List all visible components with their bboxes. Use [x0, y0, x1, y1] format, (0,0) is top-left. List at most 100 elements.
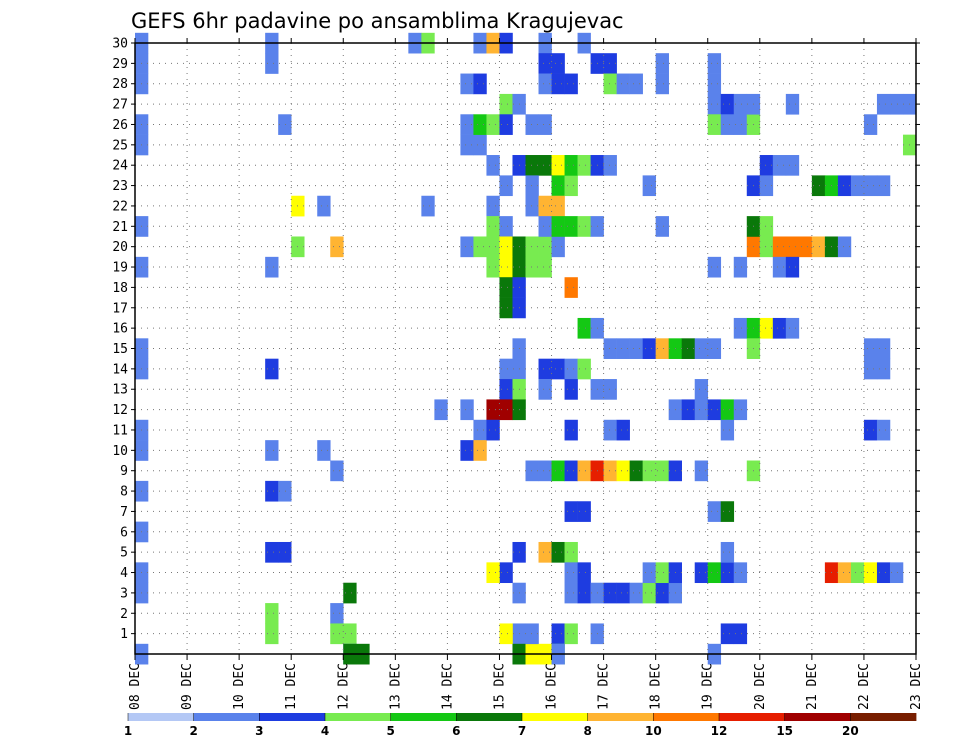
x-tick-label: 08 DEC [128, 663, 143, 710]
heatmap-cell [629, 582, 643, 604]
x-tick-label: 11 DEC [284, 663, 299, 710]
heatmap-cell [265, 480, 279, 502]
x-axis: 08 DEC 09 DEC 10 DEC 11 DEC 12 DEC 13 DEC 14 D… [128, 38, 924, 710]
heatmap-cell [551, 216, 565, 237]
heatmap-cell [707, 256, 722, 278]
x-tick-label: 13 DEC [388, 663, 403, 710]
heatmap-cell [473, 73, 487, 95]
y-tick-label: 20 [112, 240, 128, 255]
heatmap-cell [525, 155, 539, 176]
heatmap-cell [473, 419, 487, 441]
y-tick-label: 6 [120, 525, 128, 540]
heatmap-cell [499, 297, 513, 319]
heatmap-cell [564, 358, 578, 380]
heatmap-cell [564, 155, 578, 176]
heatmap-cell [486, 256, 500, 278]
heatmap-cell [538, 460, 552, 482]
heatmap-cell [421, 195, 435, 217]
colorbar-label: 6 [452, 724, 460, 738]
heatmap-cell [317, 440, 331, 461]
heatmap-cell [538, 358, 552, 380]
y-tick-label: 30 [112, 37, 128, 52]
heatmap-cell [733, 317, 748, 339]
heatmap-cell [681, 399, 696, 421]
heatmap-cell [772, 256, 787, 278]
heatmap-cell [655, 562, 669, 584]
heatmap-cell [863, 114, 878, 135]
heatmap-cell [655, 338, 669, 359]
heatmap-cell [525, 256, 539, 278]
colorbar-label: 7 [518, 724, 526, 738]
heatmap-cell [525, 195, 539, 217]
heatmap-cell [707, 73, 722, 95]
x-tick-label: 21 DEC [805, 663, 820, 710]
x-tick-label: 20 DEC [753, 663, 768, 710]
heatmap-cell [577, 582, 591, 604]
heatmap-cell [564, 541, 578, 563]
y-tick-label: 8 [120, 485, 128, 500]
heatmap-cell [655, 582, 669, 604]
heatmap-cell [733, 562, 748, 584]
y-tick-label: 26 [112, 118, 128, 133]
y-tick-label: 3 [120, 586, 128, 601]
y-tick-label: 1 [120, 627, 128, 642]
colorbar-segment [193, 713, 260, 721]
heatmap-cell [551, 623, 565, 645]
heatmap-cell [499, 277, 513, 298]
heatmap-cell [642, 338, 656, 359]
y-tick-label: 14 [112, 362, 128, 377]
y-tick-label: 9 [120, 464, 128, 479]
heatmap-cell [720, 623, 735, 645]
heatmap-cell [278, 114, 292, 135]
y-tick-label: 17 [112, 301, 128, 316]
colorbar-label: 5 [386, 724, 394, 738]
heatmap-cell [603, 379, 617, 400]
y-tick-label: 10 [112, 444, 128, 459]
heatmap-cell [486, 419, 500, 441]
heatmap-cell [538, 236, 552, 258]
heatmap-cell [538, 114, 552, 135]
y-tick-label: 4 [120, 566, 128, 581]
heatmap-cell [564, 501, 578, 522]
heatmap-cell [759, 236, 774, 258]
heatmap-cell [603, 338, 617, 359]
heatmap-cell [499, 216, 513, 237]
heatmap-cell [642, 582, 656, 604]
heatmap-cell [837, 236, 852, 258]
heatmap-cell [330, 236, 344, 258]
heatmap-cell [720, 114, 735, 135]
heatmap-cell [486, 399, 500, 421]
heatmap-cell [499, 256, 513, 278]
y-axis: 1234567891011121314151617181920212223242… [112, 37, 920, 642]
heatmap-cell [720, 562, 735, 584]
y-tick-label: 28 [112, 77, 128, 92]
heatmap-cell [330, 603, 344, 624]
y-tick-label: 25 [112, 138, 128, 153]
y-tick-label: 27 [112, 98, 128, 113]
heatmap-cell [525, 114, 539, 135]
x-tick-label: 23 DEC [909, 663, 924, 710]
heatmap-cell [499, 358, 513, 380]
heatmap-cell [720, 93, 735, 115]
colorbar-label: 15 [776, 724, 793, 738]
colorbar-label: 10 [645, 724, 662, 738]
heatmap-cell [811, 175, 826, 197]
heatmap-cell [707, 93, 722, 115]
heatmap-cell [694, 562, 709, 584]
y-tick-label: 21 [112, 220, 128, 235]
heatmap-cell [564, 216, 578, 237]
heatmap-cell [772, 155, 787, 176]
heatmap-cell [759, 317, 774, 339]
heatmap-cell [655, 53, 669, 74]
heatmap-cell [707, 114, 722, 135]
colorbar-segment [456, 713, 523, 721]
x-tick-label: 19 DEC [701, 663, 716, 710]
heatmap-cell [265, 256, 279, 278]
heatmap-cell [707, 53, 722, 74]
heatmap-cell [733, 256, 748, 278]
heatmap-cell [863, 338, 878, 359]
heatmap-cell [486, 195, 500, 217]
heatmap-cell [642, 562, 656, 584]
heatmap-cell [460, 399, 474, 421]
